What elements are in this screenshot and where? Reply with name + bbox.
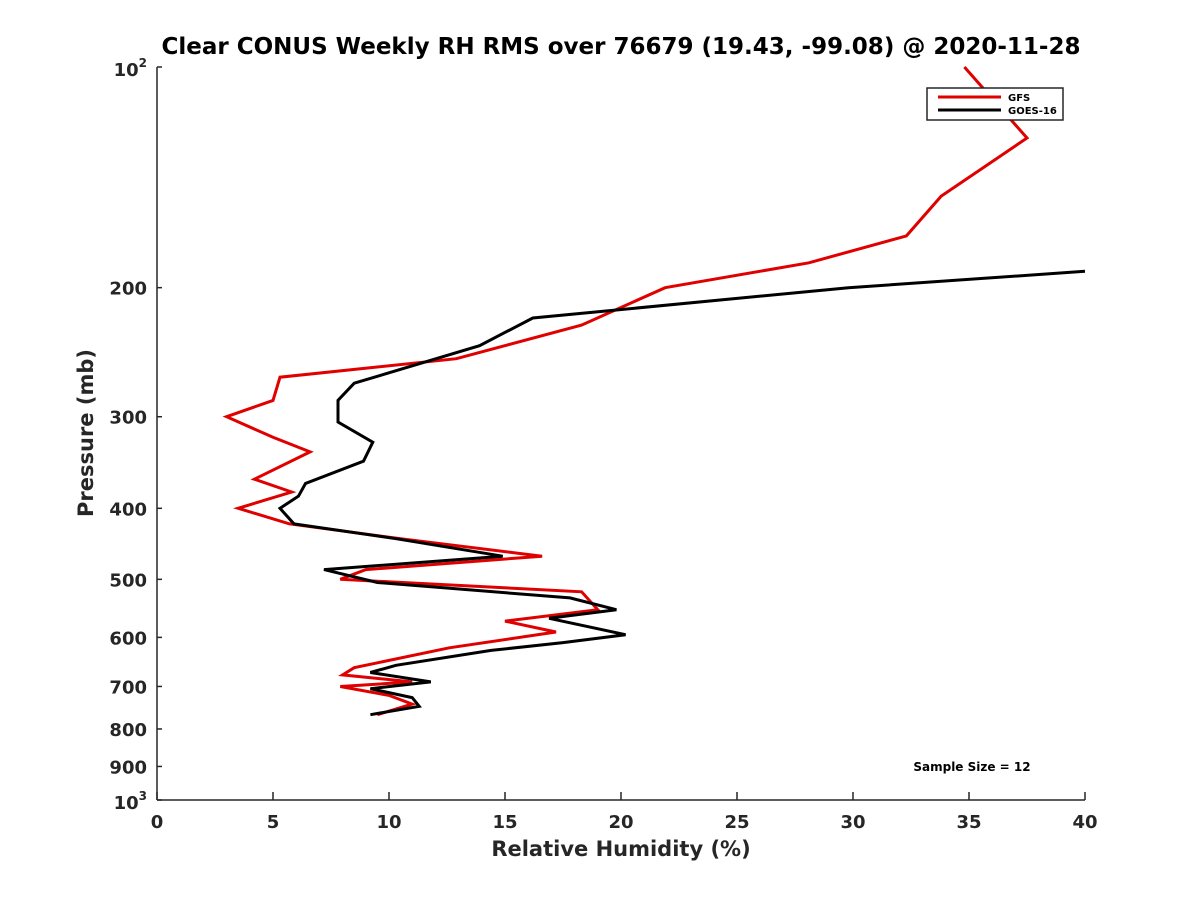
x-tick-label: 40	[1072, 812, 1097, 833]
x-tick-label: 0	[151, 812, 164, 833]
sample-size-annotation: Sample Size = 12	[913, 760, 1030, 774]
y-tick-label: 900	[109, 757, 147, 778]
x-tick-label: 35	[956, 812, 981, 833]
legend-box	[926, 87, 1064, 121]
y-tick-label: 700	[109, 677, 147, 698]
x-tick-label: 5	[267, 812, 280, 833]
y-tick-label: 103	[114, 789, 147, 814]
x-tick-label: 10	[376, 812, 401, 833]
x-tick-label: 20	[608, 812, 633, 833]
legend-label-goes16: GOES-16	[1008, 106, 1057, 117]
series-line-gfs	[222, 66, 1030, 717]
y-tick-label: 600	[109, 628, 147, 649]
y-tick-base: 10	[114, 793, 139, 814]
y-tick-exponent: 3	[139, 789, 147, 803]
legend: GFS GOES-16	[926, 87, 1064, 121]
y-tick-label: 102	[114, 56, 147, 81]
legend-label-gfs: GFS	[1008, 93, 1030, 104]
x-tick-label: 15	[492, 812, 517, 833]
y-tick-base: 10	[114, 60, 139, 81]
series-line-goes16	[277, 269, 1086, 717]
y-tick-label: 300	[109, 408, 147, 429]
y-axis-label: Pressure (mb)	[74, 349, 98, 517]
y-tick-label: 200	[109, 279, 147, 300]
y-tick-exponent: 2	[139, 56, 147, 70]
plot-area	[222, 66, 1086, 717]
chart-title: Clear CONUS Weekly RH RMS over 76679 (19…	[162, 34, 1081, 60]
y-tick-label: 500	[109, 570, 147, 591]
y-tick-label: 400	[109, 499, 147, 520]
x-tick-label: 30	[840, 812, 865, 833]
x-axis: 0 5 10 15 20 25 30 35 40	[151, 792, 1098, 833]
y-tick-label: 800	[109, 720, 147, 741]
x-axis-label: Relative Humidity (%)	[491, 837, 750, 861]
x-tick-label: 25	[724, 812, 749, 833]
